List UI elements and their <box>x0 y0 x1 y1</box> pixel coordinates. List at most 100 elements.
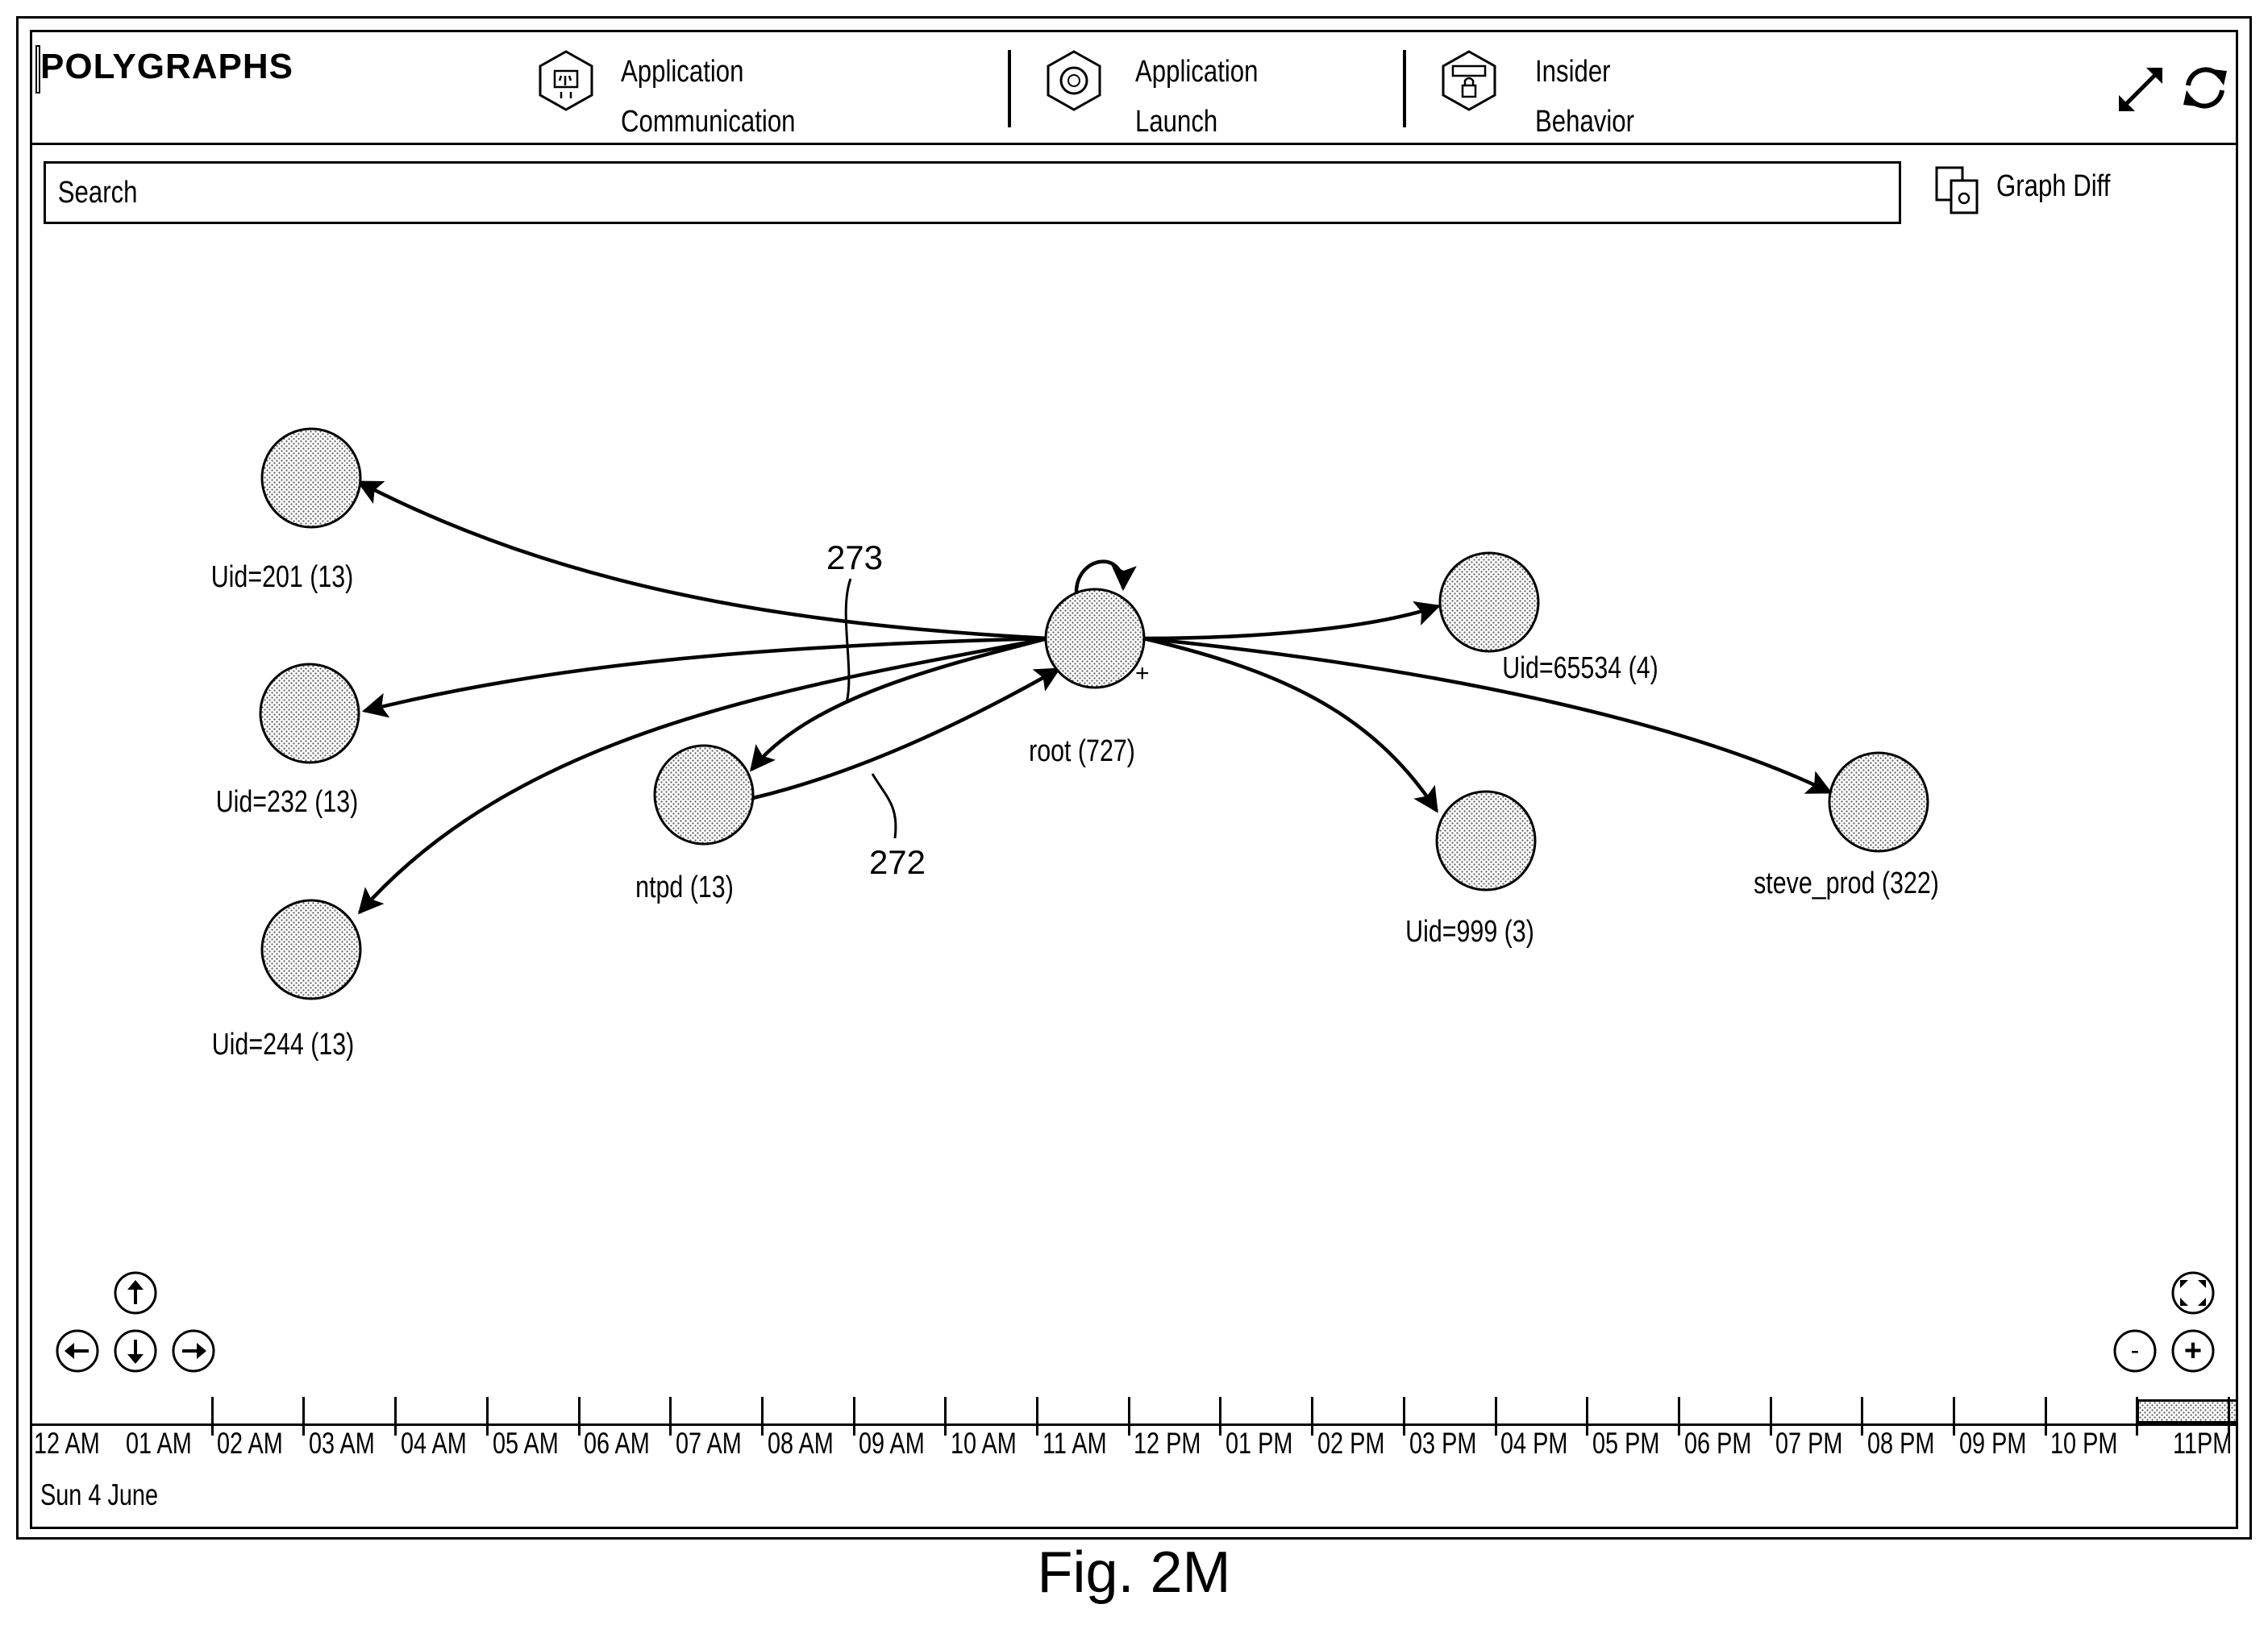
pan-up-icon[interactable] <box>113 1270 158 1315</box>
timeline-hour-label[interactable]: 03 PM <box>1409 1427 1476 1460</box>
fit-to-screen-icon[interactable] <box>2170 1270 2216 1315</box>
insider-behavior-icon <box>1442 50 1496 111</box>
search-box[interactable] <box>44 161 1901 224</box>
timeline-hour-label[interactable]: 02 PM <box>1317 1427 1385 1460</box>
timeline-hour-label[interactable]: 06 AM <box>584 1427 651 1460</box>
edge-root-uid201 <box>356 480 1049 641</box>
edge-root-uid999 <box>1142 636 1438 813</box>
edge-root-self <box>1074 559 1137 593</box>
app-title: POLYGRAPHS <box>40 47 294 86</box>
node-ntpd[interactable] <box>653 744 755 846</box>
timeline-tick <box>210 1397 214 1436</box>
pan-right-icon[interactable] <box>171 1328 216 1374</box>
timeline-selection-window[interactable] <box>2137 1399 2238 1423</box>
timeline-hour-label[interactable]: 12 PM <box>1134 1427 1201 1460</box>
nav-application-communication[interactable]: Application Communication <box>532 47 795 139</box>
timeline-tick <box>1219 1397 1222 1436</box>
reference-label-272: 272 <box>869 843 926 881</box>
timeline-hour-label[interactable]: 01 AM <box>125 1427 192 1460</box>
search-input[interactable] <box>46 164 1566 222</box>
timeline-hour-label[interactable]: 09 PM <box>1958 1427 2027 1460</box>
timeline-tick <box>852 1397 855 1436</box>
timeline-date: Sun 4 June <box>40 1478 159 1511</box>
node-label-uid65534: Uid=65534 (4) <box>1502 651 1658 685</box>
timeline-tick <box>1586 1397 1589 1436</box>
app-communication-icon <box>539 50 593 111</box>
edge-root-steve-prod <box>1142 636 1833 795</box>
timeline-hour-label[interactable]: 05 PM <box>1592 1427 1660 1460</box>
logo-bar <box>35 45 40 94</box>
timeline-hour-label[interactable]: 06 PM <box>1683 1427 1752 1460</box>
timeline-tick <box>944 1397 947 1436</box>
nav-label-2: Application Launch <box>1135 55 1259 139</box>
timeline-hour-label[interactable]: 11PM <box>2173 1427 2233 1460</box>
node-steve-prod[interactable] <box>1828 751 1929 853</box>
timeline-hour-label[interactable]: 12 AM <box>34 1427 100 1460</box>
figure-caption: Fig. 2M <box>1037 1540 1231 1605</box>
graph-diff-icon <box>1935 166 1979 214</box>
timeline-tick <box>302 1397 306 1436</box>
nav-separator <box>1008 50 1011 127</box>
edge-root-uid244 <box>357 636 1049 915</box>
node-uid201[interactable] <box>260 427 362 529</box>
edge-root-uid232 <box>361 636 1049 718</box>
nav-application-launch[interactable]: Application Launch <box>1040 47 1282 139</box>
node-uid232[interactable] <box>259 663 360 764</box>
leader-273 <box>844 578 852 704</box>
timeline-hour-label[interactable]: 10 AM <box>951 1427 1017 1460</box>
timeline-hour-label[interactable]: 11 AM <box>1042 1427 1107 1460</box>
app-window <box>16 16 2252 1540</box>
expand-icon[interactable] <box>2112 61 2169 118</box>
timeline-tick <box>1769 1397 1772 1436</box>
svg-text:+: + <box>2184 1334 2202 1368</box>
pan-down-icon[interactable] <box>113 1328 158 1374</box>
node-label-uid201: Uid=201 (13) <box>211 560 354 594</box>
timeline-hour-label[interactable]: 08 AM <box>767 1427 834 1460</box>
node-uid65534[interactable] <box>1438 551 1540 653</box>
timeline-hour-label[interactable]: 02 AM <box>217 1427 284 1460</box>
timeline-hour-label[interactable]: 03 AM <box>309 1427 375 1460</box>
timeline-tick <box>1953 1397 1955 1436</box>
timeline-tick <box>1036 1397 1038 1436</box>
node-label-uid999: Uid=999 (3) <box>1405 915 1534 949</box>
timeline-tick <box>394 1397 397 1436</box>
timeline-hour-label[interactable]: 05 AM <box>492 1427 559 1460</box>
node-uid999[interactable] <box>1435 790 1537 891</box>
node-label-uid244: Uid=244 (13) <box>212 1028 355 1062</box>
edge-root-ntpd <box>750 636 1049 772</box>
timeline-hour-label[interactable]: 07 PM <box>1775 1427 1843 1460</box>
timeline-tick <box>2044 1397 2047 1436</box>
timeline-tick <box>2228 1397 2231 1436</box>
timeline-hour-label[interactable]: 10 PM <box>2050 1427 2118 1460</box>
edge-root-uid65534 <box>1142 601 1441 641</box>
zoom-in-button[interactable]: + <box>2170 1328 2216 1374</box>
timeline-hour-label[interactable]: 07 AM <box>675 1427 742 1460</box>
timeline-hour-label[interactable]: 01 PM <box>1226 1427 1293 1460</box>
timeline-tick <box>1861 1397 1864 1436</box>
svg-text:-: - <box>2131 1336 2140 1365</box>
timeline-tick <box>669 1397 672 1436</box>
timeline-tick <box>485 1397 489 1436</box>
app-frame <box>30 30 2238 1529</box>
zoom-out-button[interactable]: - <box>2112 1328 2158 1374</box>
timeline-tick <box>1127 1397 1130 1436</box>
nav-insider-behavior[interactable]: Insider Behavior <box>1435 47 1661 139</box>
leader-272 <box>871 773 897 839</box>
timeline-tick <box>1311 1397 1314 1436</box>
timeline-tick <box>1494 1397 1497 1436</box>
timeline-hour-label[interactable]: 09 AM <box>859 1427 926 1460</box>
timeline-tick <box>2136 1397 2139 1436</box>
timeline-hour-label[interactable]: 08 PM <box>1867 1427 1935 1460</box>
pan-left-icon[interactable] <box>55 1328 100 1374</box>
timeline-tick <box>577 1397 581 1436</box>
nav-label-1: Application Communication <box>621 55 796 139</box>
reference-label-273: 273 <box>826 538 883 576</box>
node-uid244[interactable] <box>260 899 362 1000</box>
expand-node-marker[interactable]: + <box>1135 660 1150 687</box>
timeline-hour-label[interactable]: 04 AM <box>400 1427 467 1460</box>
timeline-tick <box>1677 1397 1680 1436</box>
node-root[interactable] <box>1044 588 1146 689</box>
timeline-hour-label[interactable]: 04 PM <box>1500 1427 1568 1460</box>
refresh-icon[interactable] <box>2177 60 2233 116</box>
